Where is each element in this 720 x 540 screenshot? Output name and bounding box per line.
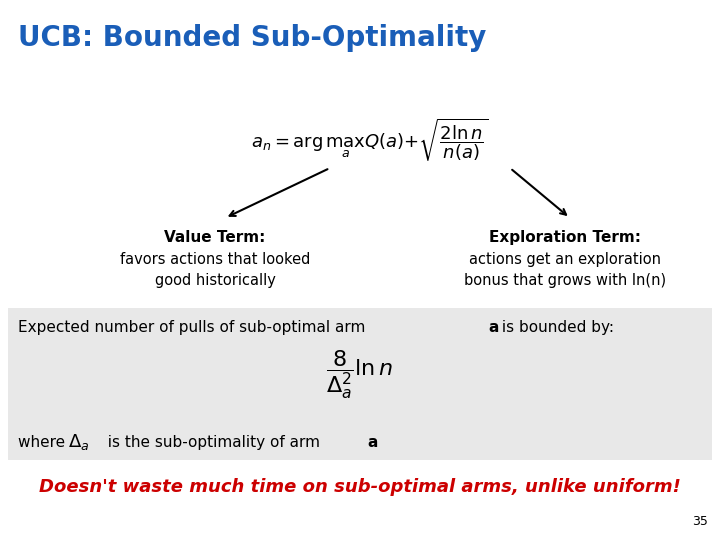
Text: 35: 35 (692, 515, 708, 528)
Text: a: a (488, 320, 498, 335)
Text: Exploration Term:: Exploration Term: (489, 230, 641, 245)
Text: Expected number of pulls of sub-optimal arm: Expected number of pulls of sub-optimal … (18, 320, 370, 335)
Text: favors actions that looked
good historically: favors actions that looked good historic… (120, 252, 310, 288)
Text: a: a (367, 435, 377, 450)
Text: Doesn't waste much time on sub-optimal arms, unlike uniform!: Doesn't waste much time on sub-optimal a… (39, 478, 681, 496)
Text: is bounded by:: is bounded by: (497, 320, 614, 335)
Text: is the sub-optimality of arm: is the sub-optimality of arm (98, 435, 325, 450)
Text: UCB: Bounded Sub-Optimality: UCB: Bounded Sub-Optimality (18, 24, 487, 52)
Text: actions get an exploration
bonus that grows with ln(n): actions get an exploration bonus that gr… (464, 252, 666, 288)
Text: where: where (18, 435, 75, 450)
Text: $a_n = \arg\max_a Q(a) + \sqrt{\dfrac{2\ln n}{n(a)}}$: $a_n = \arg\max_a Q(a) + \sqrt{\dfrac{2\… (251, 117, 489, 164)
Text: $\Delta_a$: $\Delta_a$ (68, 432, 89, 452)
Text: $\dfrac{8}{\Delta_a^2}\ln n$: $\dfrac{8}{\Delta_a^2}\ln n$ (326, 349, 394, 401)
FancyBboxPatch shape (8, 308, 712, 460)
Text: Value Term:: Value Term: (164, 230, 266, 245)
